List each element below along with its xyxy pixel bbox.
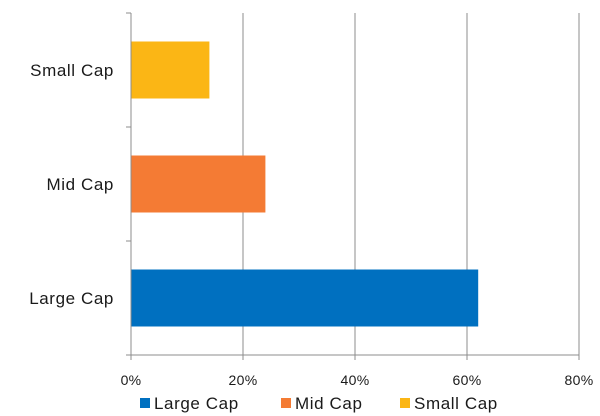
x-tick-labels: 0% 20% 40% 60% 80% [121,372,594,388]
x-tick-label: 0% [121,372,142,388]
legend-label: Mid Cap [295,394,363,413]
x-tick-label: 40% [341,372,370,388]
legend-label: Large Cap [154,394,239,413]
legend-swatch [140,398,150,408]
bar-large-cap [131,269,479,327]
bar-mid-cap [131,155,266,213]
x-tick-label: 80% [565,372,594,388]
legend-swatch [400,398,410,408]
legend: Large Cap Mid Cap Small Cap [140,394,498,413]
category-label: Large Cap [29,289,114,308]
axes [126,12,580,360]
bars [131,41,479,327]
category-labels: Large Cap Mid Cap Small Cap [29,61,114,308]
category-label: Mid Cap [46,175,114,194]
bar-small-cap [131,41,210,99]
legend-label: Small Cap [414,394,498,413]
x-tick-label: 60% [453,372,482,388]
x-tick-label: 20% [229,372,258,388]
category-label: Small Cap [30,61,114,80]
legend-swatch [281,398,291,408]
